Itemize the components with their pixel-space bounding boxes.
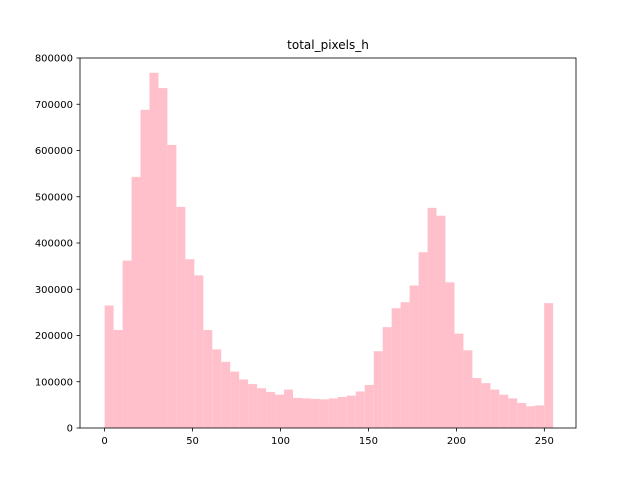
histogram-bar (418, 252, 428, 428)
x-tick-label: 250 (535, 436, 554, 447)
y-tick-label: 600000 (35, 146, 73, 157)
histogram-bar (284, 389, 293, 428)
histogram-bar (310, 398, 320, 428)
histogram-bar (454, 333, 464, 428)
x-tick-label: 200 (447, 436, 466, 447)
x-tick-label: 150 (359, 436, 378, 447)
y-tick-label: 300000 (35, 285, 73, 296)
y-tick-label: 100000 (35, 377, 73, 388)
chart-title: total_pixels_h (287, 38, 369, 52)
histogram-bar (427, 207, 437, 428)
histogram-bar (436, 215, 446, 428)
histogram-bar (391, 308, 401, 428)
histogram-bar (212, 349, 222, 428)
histogram-bar (167, 144, 177, 428)
histogram-bar (301, 398, 311, 428)
histogram-bar (328, 398, 338, 428)
y-tick-label: 200000 (35, 331, 73, 342)
histogram-bar (185, 259, 195, 428)
histogram-bar (490, 389, 500, 428)
y-tick-label: 0 (67, 424, 73, 435)
y-tick-label: 400000 (35, 239, 73, 250)
histogram-bar (203, 329, 213, 428)
histogram-bar (400, 302, 410, 428)
histogram-bar (409, 285, 419, 428)
histogram-bar (508, 398, 518, 428)
histogram-bar (149, 72, 159, 429)
histogram-bar (364, 384, 374, 428)
histogram-bar (176, 206, 186, 428)
y-tick-label: 700000 (35, 100, 73, 111)
histogram-bar (445, 282, 455, 428)
plot-frame (79, 57, 577, 429)
histogram-bar (194, 275, 204, 428)
x-tick-label: 50 (186, 436, 199, 447)
histogram-bar (346, 395, 356, 428)
histogram-bar (131, 176, 141, 428)
x-tick-label: 100 (271, 436, 290, 447)
histogram-bars (104, 72, 554, 429)
histogram-bar (248, 384, 258, 428)
y-tick-label: 500000 (35, 192, 73, 203)
histogram-bar (355, 391, 365, 428)
histogram-bar (463, 350, 473, 428)
histogram-bar (472, 378, 482, 428)
histogram-bar (266, 391, 276, 428)
histogram-bar (113, 329, 123, 428)
histogram-bar (292, 397, 302, 428)
histogram-bar (104, 305, 114, 428)
histogram-bar (373, 351, 383, 428)
histogram-bar (230, 371, 240, 428)
histogram-bar (158, 88, 168, 428)
histogram-bar (481, 383, 491, 428)
x-tick-label: 0 (101, 436, 107, 447)
histogram-bar (122, 260, 132, 428)
histogram-bar (319, 399, 329, 428)
histogram-bar (499, 394, 509, 428)
histogram-bar (535, 405, 545, 428)
histogram-bar (257, 388, 267, 428)
histogram-bar (275, 394, 285, 428)
x-axis: 0 50 100 150 200 250 (101, 428, 554, 447)
histogram-bar (140, 109, 150, 429)
histogram-bar (544, 303, 554, 428)
histogram-bar (517, 403, 527, 428)
histogram-bar (337, 397, 347, 428)
y-axis: 0 100000 200000 300000 400000 500000 600000 700… (35, 54, 80, 435)
y-tick-label: 800000 (35, 54, 73, 65)
histogram-bar (526, 406, 536, 428)
histogram-bar (239, 379, 249, 428)
histogram-bar (221, 361, 231, 428)
histogram-bar (382, 327, 392, 428)
